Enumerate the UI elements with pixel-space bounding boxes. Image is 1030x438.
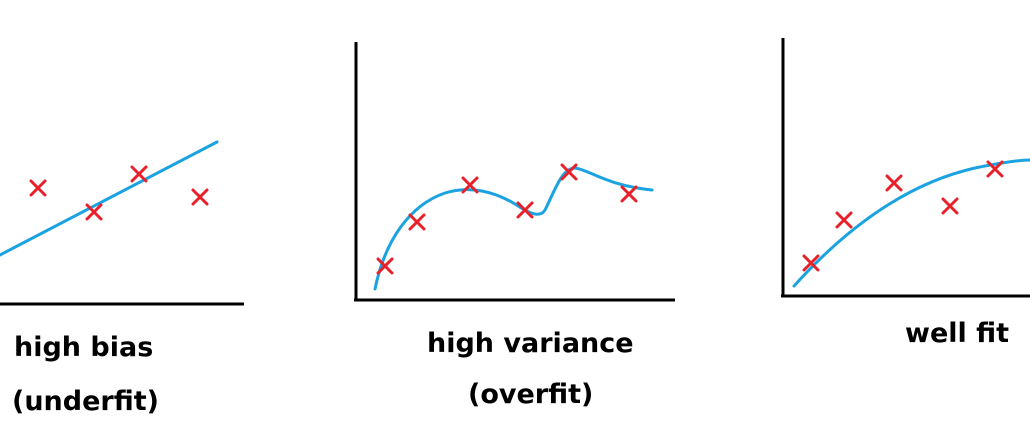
x-marker-icon: [620, 185, 638, 203]
panel-high-bias: [0, 140, 244, 306]
panel-title-high-bias: high bias: [14, 332, 154, 363]
fit-line: [0, 140, 219, 257]
fit-curve: [792, 158, 1030, 288]
panel-subtitle-underfit: (underfit): [12, 386, 159, 417]
x-marker-icon: [835, 211, 853, 229]
data-points: [802, 160, 1004, 272]
x-marker-icon: [191, 188, 209, 206]
x-marker-icon: [461, 176, 479, 194]
panel-high-variance: [354, 42, 675, 302]
x-marker-icon: [85, 203, 103, 221]
data-points: [376, 163, 638, 275]
x-marker-icon: [885, 174, 903, 192]
data-points: [29, 165, 209, 221]
x-marker-icon: [376, 257, 394, 275]
x-marker-icon: [941, 197, 959, 215]
x-marker-icon: [802, 254, 820, 272]
panel-title-high-variance: high variance: [427, 328, 634, 359]
panel-title-well-fit: well fit: [905, 318, 1010, 349]
x-marker-icon: [408, 213, 426, 231]
panel-well-fit: [781, 38, 1030, 298]
x-marker-icon: [29, 179, 47, 197]
x-marker-icon: [516, 201, 534, 219]
x-marker-icon: [986, 160, 1004, 178]
panel-subtitle-overfit: (overfit): [468, 379, 594, 410]
fit-curve: [373, 166, 654, 291]
x-marker-icon: [560, 163, 578, 181]
x-marker-icon: [130, 165, 148, 183]
